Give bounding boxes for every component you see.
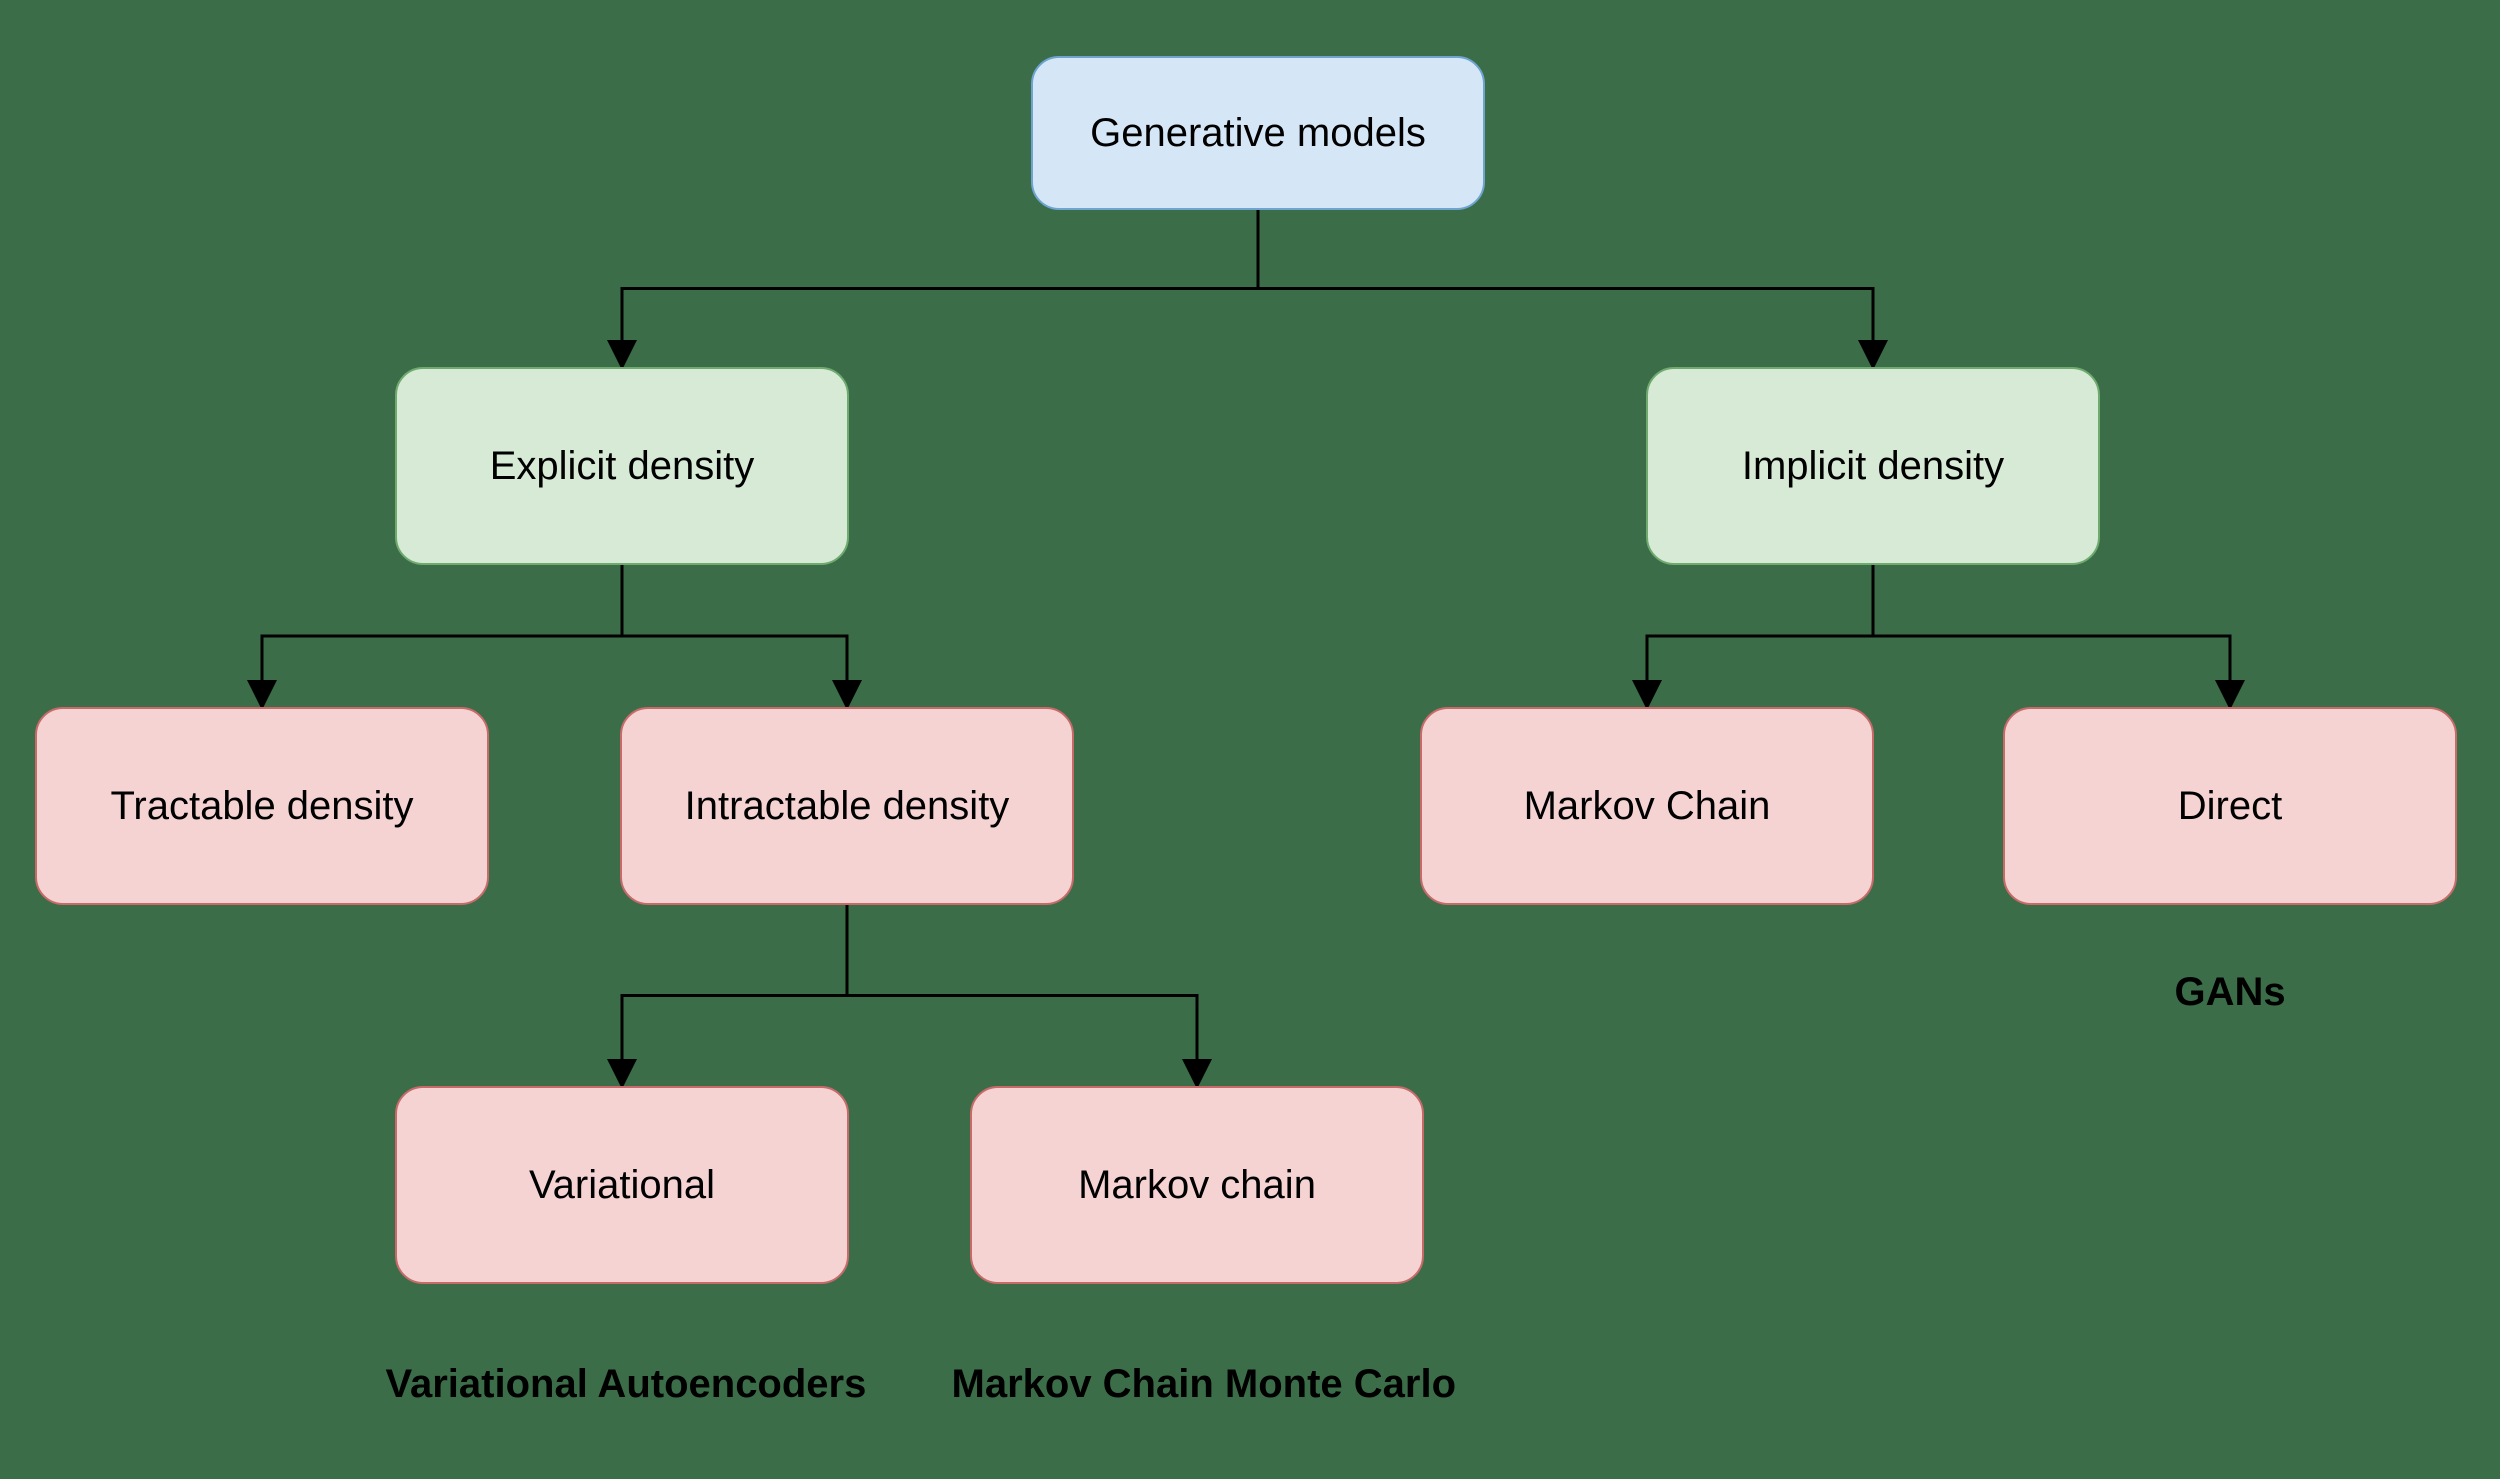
node-label: Generative models — [1090, 111, 1426, 155]
caption-text: Markov Chain Monte Carlo — [952, 1362, 1457, 1406]
edge — [847, 905, 1197, 1086]
node-tractable-density: Tractable density — [35, 707, 489, 905]
node-variational: Variational — [395, 1086, 849, 1284]
node-explicit-density: Explicit density — [395, 367, 849, 565]
node-label: Variational — [529, 1163, 715, 1207]
node-label: Markov chain — [1078, 1163, 1316, 1207]
edge — [262, 565, 622, 707]
caption-mcmc: Markov Chain Monte Carlo — [952, 1362, 1457, 1407]
edge — [622, 905, 847, 1086]
edge — [1258, 210, 1873, 367]
node-label: Tractable density — [110, 784, 413, 828]
node-label: Markov Chain — [1524, 784, 1771, 828]
node-implicit-density: Implicit density — [1646, 367, 2100, 565]
diagram-canvas: Generative models Explicit density Impli… — [0, 0, 2500, 1479]
caption-text: Variational Autoencoders — [386, 1362, 867, 1406]
caption-text: GANs — [2175, 970, 2286, 1014]
node-label: Implicit density — [1742, 444, 2004, 488]
node-markov-chain-implicit: Markov Chain — [1420, 707, 1874, 905]
node-label: Intractable density — [685, 784, 1010, 828]
caption-gans: GANs — [2175, 970, 2286, 1015]
edge — [1647, 565, 1873, 707]
node-intractable-density: Intractable density — [620, 707, 1074, 905]
node-label: Explicit density — [490, 444, 755, 488]
node-label: Direct — [2178, 784, 2282, 828]
edge — [1873, 565, 2230, 707]
caption-vae: Variational Autoencoders — [386, 1362, 867, 1407]
node-markov-chain-intractable: Markov chain — [970, 1086, 1424, 1284]
edge — [622, 210, 1258, 367]
edge — [622, 565, 847, 707]
node-direct: Direct — [2003, 707, 2457, 905]
node-generative-models: Generative models — [1031, 56, 1485, 210]
